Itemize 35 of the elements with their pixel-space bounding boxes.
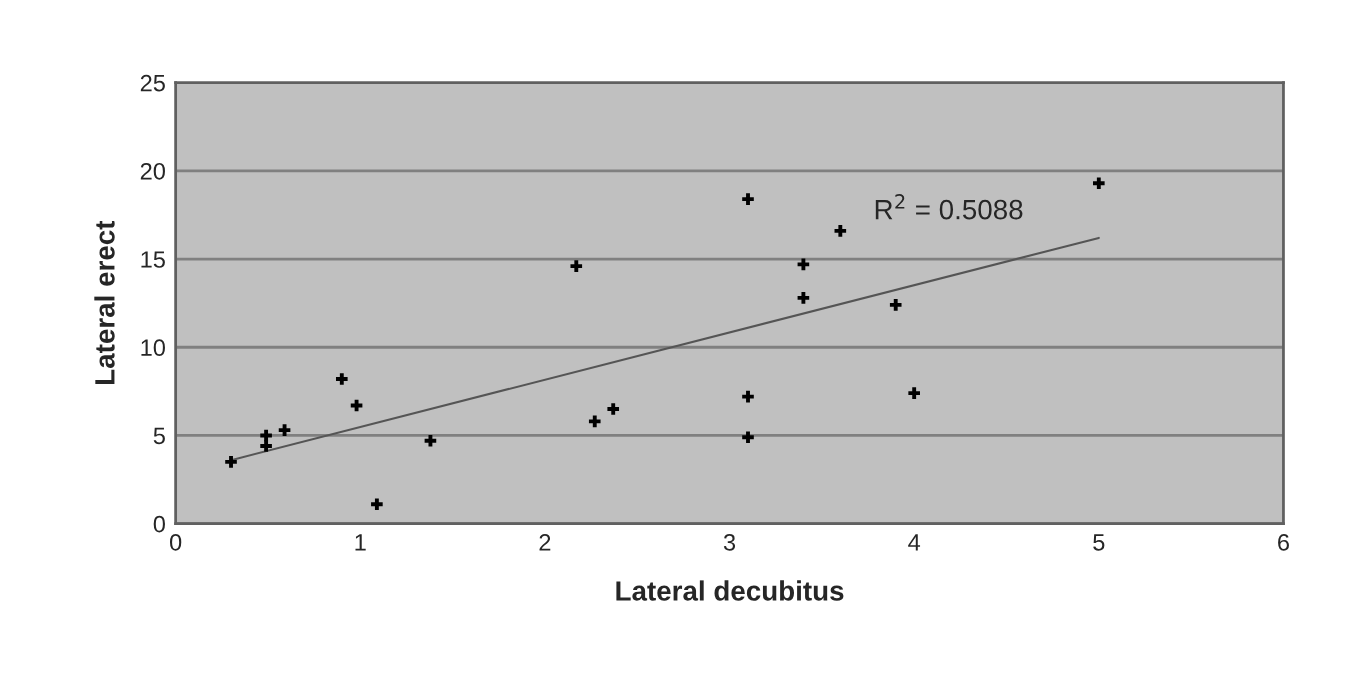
x-axis-title: Lateral decubitus xyxy=(616,580,844,601)
x-tick-label: 1 xyxy=(355,534,366,551)
y-tick-label: 15 xyxy=(141,251,165,268)
point xyxy=(335,373,348,385)
point xyxy=(908,387,920,399)
annotation: R$^{2}$ = 0.5088 xyxy=(875,194,1023,220)
x-tick-label: 6 xyxy=(1278,533,1289,551)
y-axis-title: Lateral erect xyxy=(94,220,115,384)
point xyxy=(742,431,754,444)
y-tick-label: 10 xyxy=(141,339,165,357)
point xyxy=(797,292,810,304)
y-tick-label: 5 xyxy=(153,427,165,445)
point xyxy=(225,456,237,468)
point xyxy=(889,299,902,311)
x-tick-label: 5 xyxy=(1093,534,1105,551)
x-tick-label: 0 xyxy=(169,533,182,551)
point xyxy=(588,415,601,428)
x-tick-label: 2 xyxy=(539,533,551,551)
point xyxy=(278,424,291,436)
y-tick-label: 25 xyxy=(140,74,165,92)
point xyxy=(570,260,583,272)
point xyxy=(260,440,272,452)
point xyxy=(742,193,754,205)
point xyxy=(797,258,810,271)
y-tick-label: 0 xyxy=(153,515,165,533)
x-tick-label: 4 xyxy=(908,534,921,551)
y-tick-label: 20 xyxy=(140,162,165,180)
point xyxy=(260,429,272,442)
point xyxy=(834,225,847,237)
point xyxy=(1093,177,1105,190)
point xyxy=(371,498,383,511)
point xyxy=(607,403,620,415)
x-tick-label: 3 xyxy=(723,533,736,551)
point xyxy=(742,390,754,403)
point xyxy=(424,434,437,447)
